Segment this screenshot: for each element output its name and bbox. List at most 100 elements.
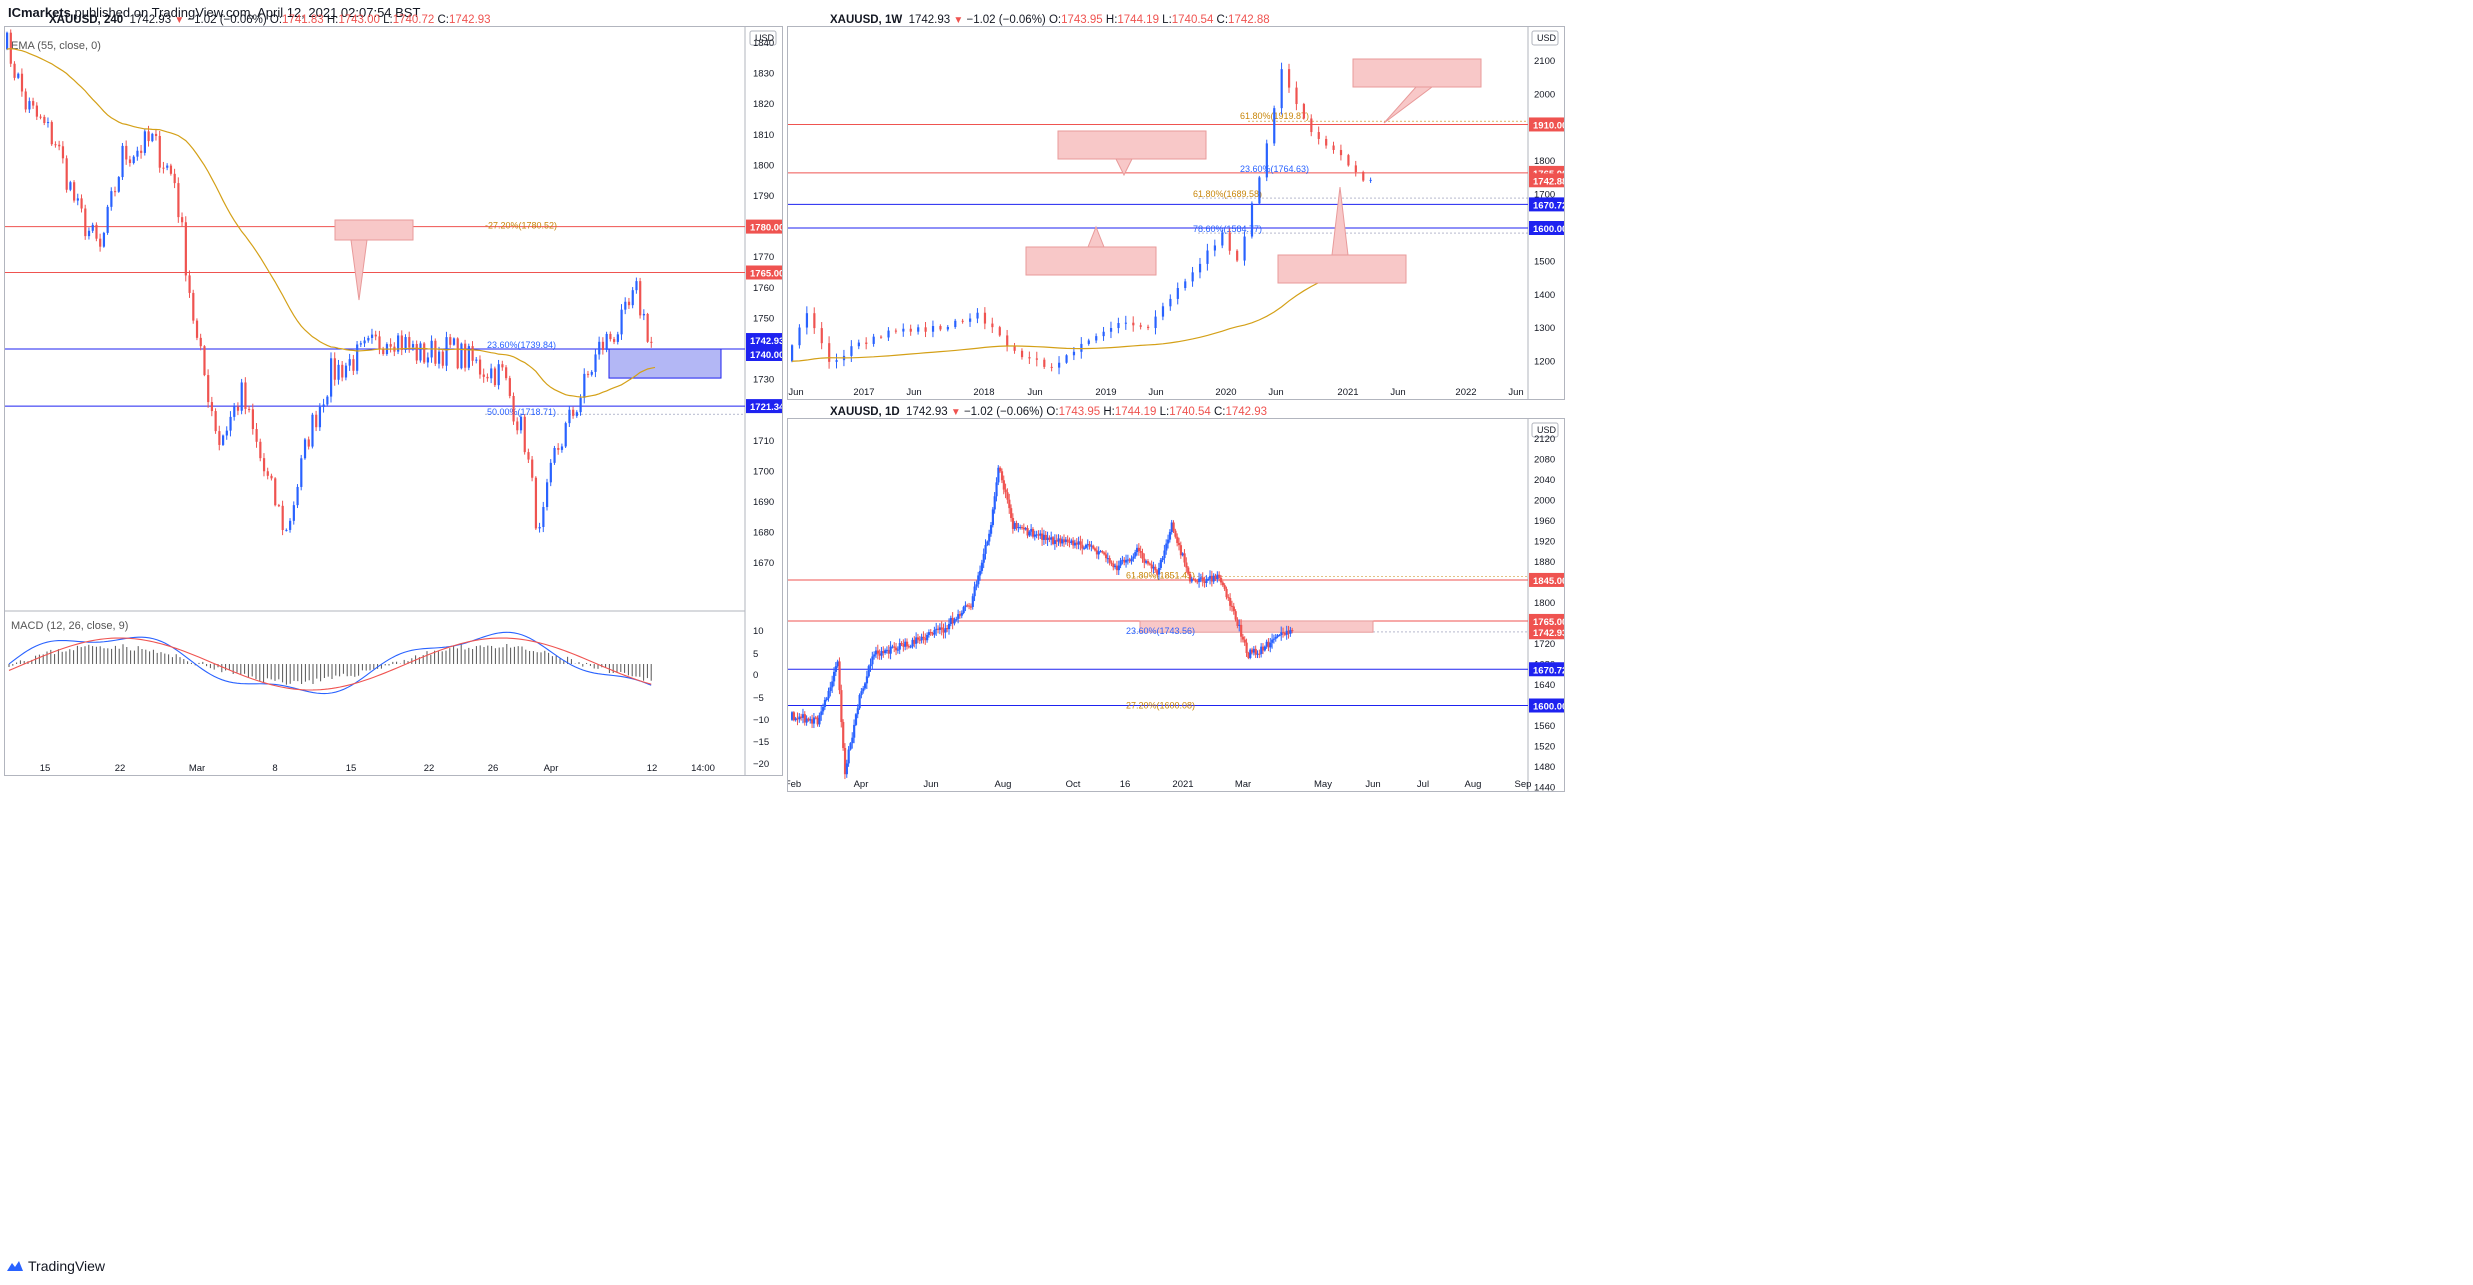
candle-body [445, 337, 448, 366]
ohlc-l-label: L: [383, 14, 393, 26]
candle-body [1099, 551, 1102, 553]
candle-body [1369, 179, 1372, 181]
candle-body [792, 712, 796, 721]
candle-body [1084, 544, 1088, 548]
candle-body [426, 357, 430, 363]
chart-panel-weekly[interactable]: XAUUSD, 1W 1742.93 ▼ −1.02 (−0.06%) O:17… [787, 14, 1565, 400]
candle-body [894, 330, 898, 332]
candle-body [1086, 544, 1089, 546]
candle-body [1104, 554, 1108, 559]
y-axis-tick: 1760 [753, 283, 774, 294]
candle-body [557, 447, 560, 450]
candle-body [926, 634, 929, 641]
candle-body [1181, 553, 1184, 556]
x-axis-tick: 22 [115, 763, 126, 774]
candle-body [61, 146, 65, 159]
candle-body [969, 606, 973, 608]
candle-body [1141, 552, 1144, 559]
candle-body [527, 452, 530, 460]
ohlc-o-label: O: [1046, 406, 1059, 418]
candle-body [1272, 638, 1276, 640]
candle-body [233, 406, 236, 417]
candle-body [902, 644, 905, 647]
candle-body [1172, 522, 1175, 531]
chart-canvas[interactable]: USD 212020802040200019601920188018401800… [788, 419, 1564, 791]
candle-body [812, 717, 816, 724]
chart-panel-4h[interactable]: XAUUSD, 240 1742.93 ▼ −1.02 (−0.06%) O:1… [4, 14, 783, 776]
candle-body [1115, 565, 1119, 571]
ohlc-l: 1740.54 [1171, 14, 1214, 26]
candle-body [24, 91, 27, 110]
candle-body [519, 416, 523, 431]
candle-body [1271, 639, 1274, 643]
candle-body [1102, 331, 1105, 337]
candle-body [885, 649, 889, 651]
candle-body [1052, 537, 1055, 544]
candle-body [1080, 343, 1083, 352]
candle-body [1079, 541, 1082, 545]
candle-body [1198, 578, 1201, 582]
candle-body [1124, 322, 1127, 324]
candle-body [65, 158, 68, 190]
candle-body [568, 409, 571, 424]
chart-panel-daily[interactable]: XAUUSD, 1D 1742.93 ▼ −1.02 (−0.06%) O:17… [787, 406, 1565, 792]
candle-body [1046, 537, 1049, 540]
candle-body [478, 359, 482, 375]
symbol-label: XAUUSD, 1W [830, 14, 903, 26]
candle-body [946, 628, 949, 630]
candle-body [991, 509, 994, 526]
candle-body [408, 337, 411, 348]
candle-body [244, 382, 247, 409]
ema-indicator-label: EMA (55, close, 0) [11, 40, 101, 52]
candle-body [982, 553, 985, 563]
currency-badge[interactable] [749, 30, 777, 46]
candle-body [76, 198, 79, 201]
candle-body [1119, 560, 1122, 566]
candle-body [538, 526, 541, 529]
candle-body [999, 467, 1002, 472]
candle-body [1238, 624, 1241, 626]
candle-body [1170, 522, 1173, 533]
candle-body [1218, 574, 1221, 578]
candle-body [880, 336, 883, 338]
candle-body [505, 367, 508, 379]
chart-canvas[interactable]: USD 210020001900180017001600150014001300… [788, 27, 1564, 399]
price-tag-label: 1742.93 [750, 336, 782, 347]
candle-body [207, 375, 210, 403]
candle-body [811, 719, 814, 724]
candle-body [1256, 653, 1259, 655]
candle-body [929, 632, 932, 634]
macd-axis-tick: −10 [753, 715, 769, 726]
support-zone [608, 348, 722, 379]
candle-body [330, 358, 333, 397]
candle-body [966, 605, 969, 607]
y-axis-tick: 1680 [753, 528, 774, 539]
candle-body [348, 359, 351, 366]
candle-body [639, 281, 642, 316]
currency-badge[interactable] [1531, 422, 1559, 438]
candle-body [255, 429, 258, 442]
candle-body [843, 747, 847, 775]
ohlc-o: 1743.95 [1058, 406, 1101, 418]
x-axis-tick: Jul [1417, 779, 1429, 790]
author-name[interactable]: ICmarkets [8, 5, 71, 20]
currency-label: USD [1537, 425, 1557, 435]
candle-body [1223, 585, 1226, 589]
candle-body [58, 144, 61, 147]
tradingview-footer[interactable]: TradingView [6, 1258, 105, 1274]
candle-body [983, 312, 987, 324]
fib-label: 61.80%(1851.45) [1126, 571, 1195, 581]
candle-body [423, 343, 426, 363]
candle-body [289, 520, 292, 530]
candle-body [1066, 539, 1069, 542]
candle-body [1177, 542, 1181, 546]
y-axis-tick: 1560 [1534, 721, 1555, 732]
candle-body [1247, 652, 1250, 658]
candle-body [1283, 633, 1287, 635]
candle-body [1146, 561, 1150, 564]
chart-canvas[interactable]: EMA (55, close, 0) MACD (12, 26, close, … [5, 27, 782, 775]
currency-badge[interactable] [1531, 30, 1559, 46]
candle-body [114, 191, 117, 193]
symbol-label: XAUUSD, 240 [49, 14, 124, 26]
price-tag-label: 1670.72 [1533, 200, 1564, 211]
